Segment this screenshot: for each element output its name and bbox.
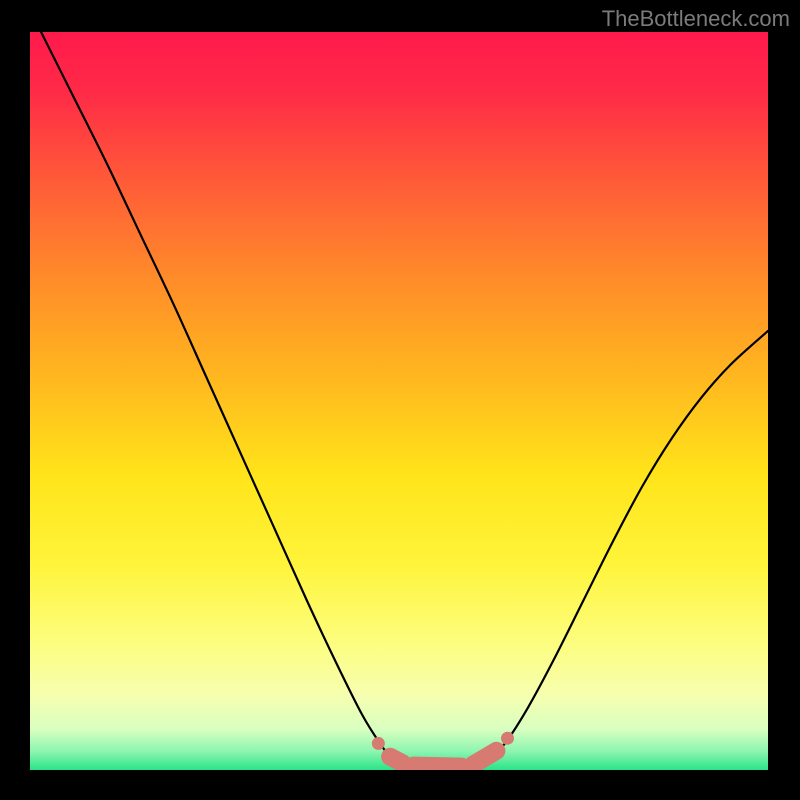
watermark-label: TheBottleneck.com	[602, 6, 790, 32]
bottleneck-chart	[0, 0, 800, 800]
chart-frame: TheBottleneck.com	[0, 0, 800, 800]
